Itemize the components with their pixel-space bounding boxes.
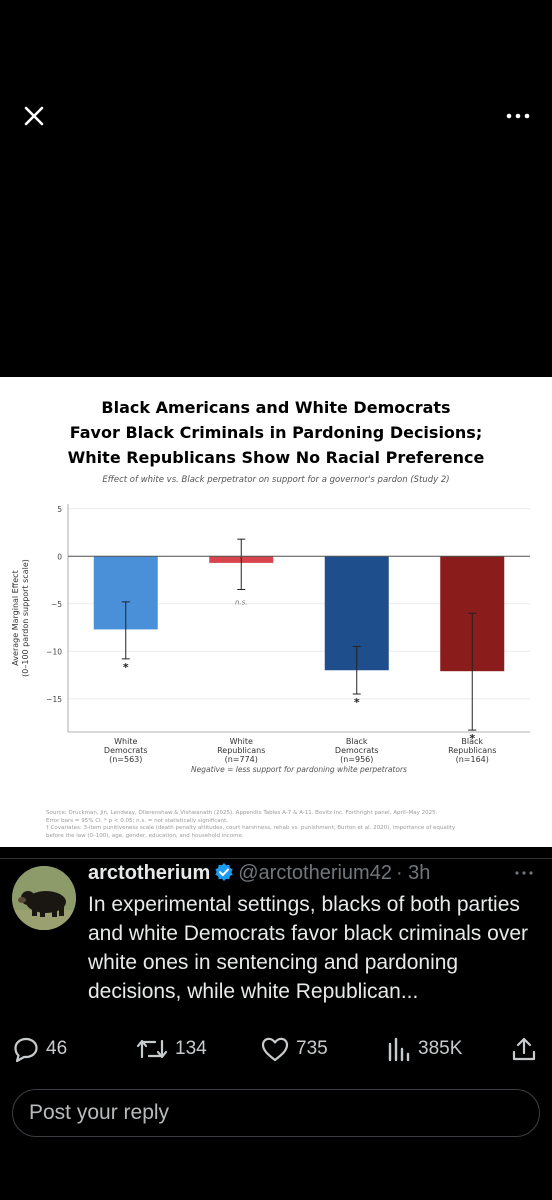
views-button[interactable]: 385K <box>386 1034 462 1064</box>
x-tick-label: Black <box>461 737 483 746</box>
x-tick-label: Democrats <box>104 746 148 755</box>
reply-icon <box>14 1037 38 1063</box>
repost-icon <box>136 1039 168 1059</box>
tweet-media-image[interactable]: Black Americans and White Democrats Favo… <box>0 377 552 847</box>
reply-count: 46 <box>46 1038 68 1059</box>
significance-label: * <box>469 732 475 745</box>
x-tick-label: White <box>230 737 253 746</box>
tweet-text: In experimental settings, blacks of both… <box>88 893 528 1003</box>
y-axis-label-line: (0–100 pardon support scale) <box>21 559 30 677</box>
y-tick-label: −15 <box>46 695 62 704</box>
x-tick-label: Republicans <box>217 746 265 755</box>
chart-source-note: Source: Druckman, Jin, Lendway, Ollerens… <box>46 810 455 840</box>
significance-label: * <box>354 696 360 709</box>
verified-badge-icon <box>215 863 233 881</box>
x-tick-label: Republicans <box>448 746 496 755</box>
author-name[interactable]: arctotherium <box>88 862 211 884</box>
source-line: Error bars = 95% CI. * p < 0.05; n.s. = … <box>46 817 229 824</box>
avatar[interactable] <box>12 866 76 930</box>
significance-label: n.s. <box>235 599 248 607</box>
y-tick-label: −10 <box>46 647 62 656</box>
y-axis-label-line: Average Marginal Effect <box>11 570 20 665</box>
post-time: · 3h <box>395 862 431 884</box>
views-chart-icon <box>388 1037 410 1062</box>
tweet-more-button[interactable] <box>512 866 536 880</box>
chart-title: Black Americans and White Democrats Favo… <box>0 395 552 470</box>
x-tick-label: Democrats <box>335 746 379 755</box>
divider <box>0 858 552 859</box>
x-tick-label: (n=956) <box>340 755 373 764</box>
x-tick-label: (n=563) <box>109 755 142 764</box>
chart-title-line: Black Americans and White Democrats <box>101 398 451 417</box>
y-axis-label: Average Marginal Effect(0–100 pardon sup… <box>11 559 30 677</box>
tweet-actions: 46 134 735 385K <box>0 1034 552 1064</box>
author-handle[interactable]: @arctotherium42 <box>238 862 392 884</box>
y-tick-label: 0 <box>57 552 62 561</box>
tweet-header: arctotherium @arctotherium42 · 3h <box>88 862 430 885</box>
x-tick-label: (n=164) <box>456 755 489 764</box>
chart-subtitle: Effect of white vs. Black perpetrator on… <box>102 475 450 485</box>
close-button[interactable] <box>20 102 48 130</box>
heart-icon <box>261 1037 289 1062</box>
views-count: 385K <box>418 1038 463 1059</box>
source-line: before the law (0–100), age, gender, edu… <box>46 832 244 839</box>
share-icon <box>512 1037 536 1061</box>
chart-title-line: White Republicans Show No Racial Prefere… <box>67 448 485 467</box>
chart-title-line: Favor Black Criminals in Pardoning Decis… <box>69 423 483 442</box>
x-tick-label: (n=774) <box>225 755 258 764</box>
repost-button[interactable]: 134 <box>135 1034 207 1064</box>
share-button[interactable] <box>510 1034 544 1064</box>
y-tick-label: −5 <box>51 600 62 609</box>
media-viewer-topbar <box>0 96 552 136</box>
y-tick-label: 5 <box>57 505 62 514</box>
reply-placeholder: Post your reply <box>29 1101 170 1124</box>
more-horizontal-icon <box>506 113 530 119</box>
like-button[interactable]: 735 <box>260 1034 328 1064</box>
close-icon <box>24 106 44 126</box>
source-line: † Covariates: 3-item punitiveness scale … <box>46 825 456 831</box>
more-horizontal-icon <box>515 871 533 875</box>
source-line: Source: Druckman, Jin, Lendway, Ollerens… <box>46 810 438 816</box>
more-options-button[interactable] <box>504 102 532 130</box>
x-tick-label: Black <box>346 737 368 746</box>
x-tick-label: White <box>114 737 137 746</box>
like-count: 735 <box>296 1038 328 1059</box>
reply-button[interactable]: 46 <box>12 1034 67 1064</box>
bar-chart: 5 0 −5 −10 −15 Average Marginal Effect(0–100 … <box>11 504 530 774</box>
repost-count: 134 <box>175 1038 207 1059</box>
significance-label: * <box>123 661 129 674</box>
bear-avatar-icon <box>12 866 76 930</box>
chart-note: Negative = less support for pardoning wh… <box>191 765 407 774</box>
reply-input[interactable]: Post your reply <box>12 1089 540 1137</box>
